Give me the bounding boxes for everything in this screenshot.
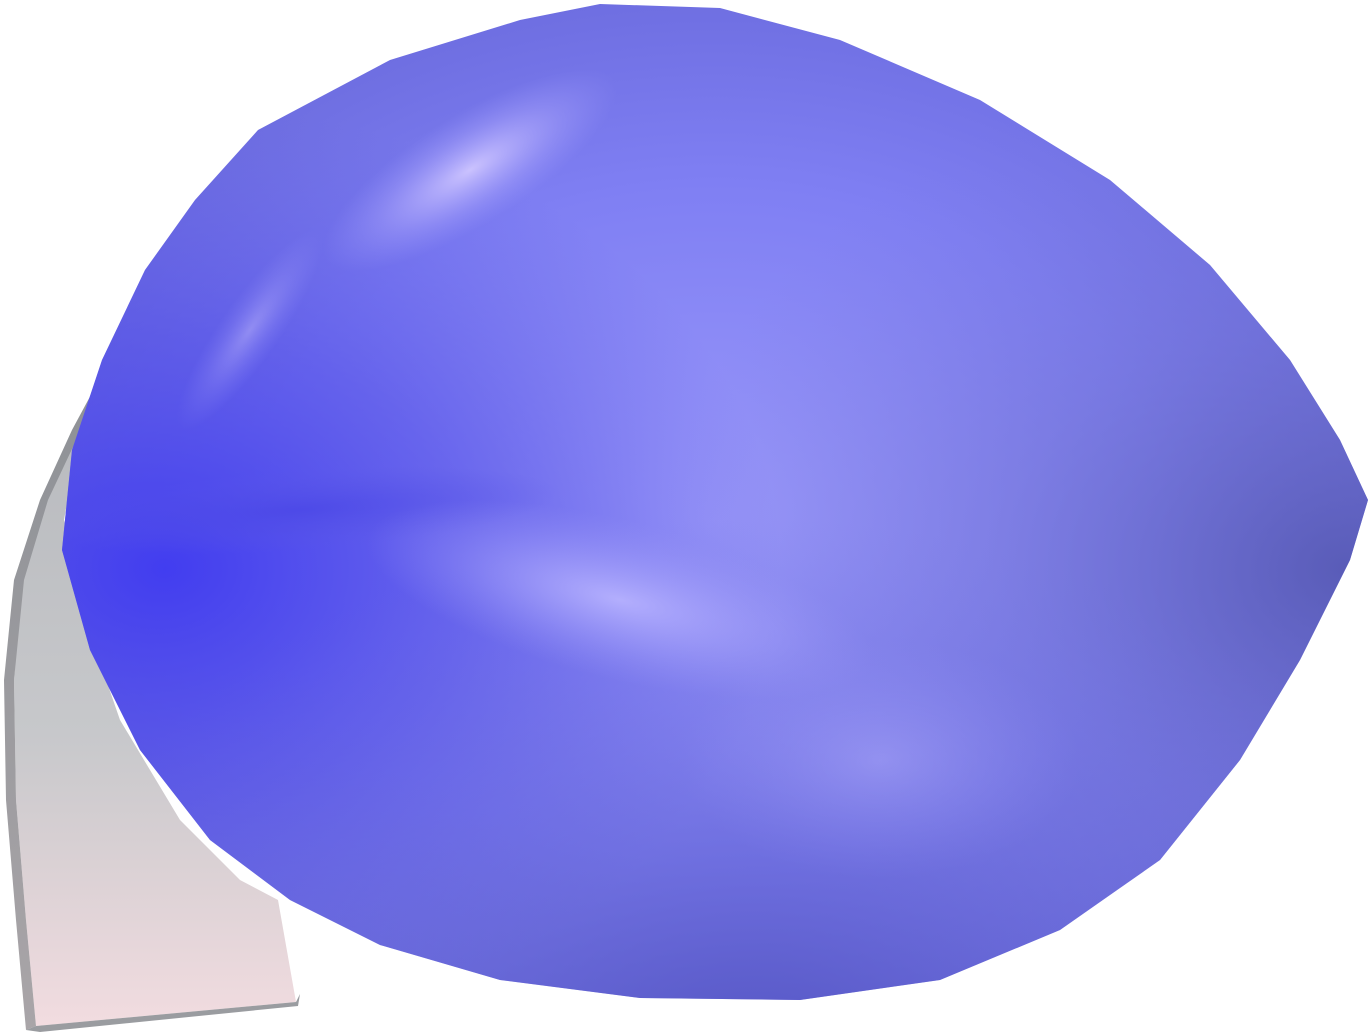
highlight-lower-right <box>680 640 1080 880</box>
highlight-upper-streak <box>176 230 324 430</box>
fin-bottom-edge <box>26 994 300 1032</box>
highlight-upper <box>322 68 618 272</box>
fin-shape <box>4 378 300 1032</box>
fin-left-edge <box>4 378 100 1030</box>
fin-face <box>14 380 296 1026</box>
highlight-middle <box>366 500 874 700</box>
